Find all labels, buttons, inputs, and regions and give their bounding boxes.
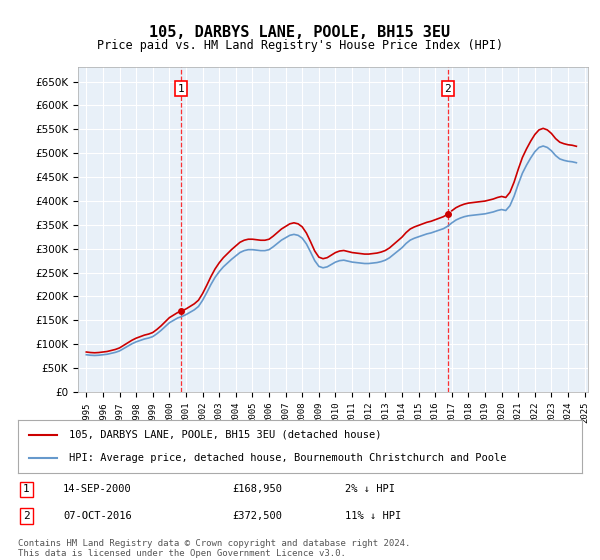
Text: £372,500: £372,500 bbox=[232, 511, 283, 521]
Text: 11% ↓ HPI: 11% ↓ HPI bbox=[345, 511, 401, 521]
Text: HPI: Average price, detached house, Bournemouth Christchurch and Poole: HPI: Average price, detached house, Bour… bbox=[69, 453, 506, 463]
Text: 2% ↓ HPI: 2% ↓ HPI bbox=[345, 484, 395, 494]
Text: 2: 2 bbox=[445, 83, 451, 94]
Text: £168,950: £168,950 bbox=[232, 484, 283, 494]
Text: 2: 2 bbox=[23, 511, 30, 521]
Text: 14-SEP-2000: 14-SEP-2000 bbox=[63, 484, 132, 494]
Text: 1: 1 bbox=[178, 83, 184, 94]
Text: 07-OCT-2016: 07-OCT-2016 bbox=[63, 511, 132, 521]
Text: 1: 1 bbox=[23, 484, 30, 494]
Text: Price paid vs. HM Land Registry's House Price Index (HPI): Price paid vs. HM Land Registry's House … bbox=[97, 39, 503, 52]
Text: 105, DARBYS LANE, POOLE, BH15 3EU (detached house): 105, DARBYS LANE, POOLE, BH15 3EU (detac… bbox=[69, 430, 381, 440]
Text: 105, DARBYS LANE, POOLE, BH15 3EU: 105, DARBYS LANE, POOLE, BH15 3EU bbox=[149, 25, 451, 40]
Text: Contains HM Land Registry data © Crown copyright and database right 2024.
This d: Contains HM Land Registry data © Crown c… bbox=[18, 539, 410, 558]
